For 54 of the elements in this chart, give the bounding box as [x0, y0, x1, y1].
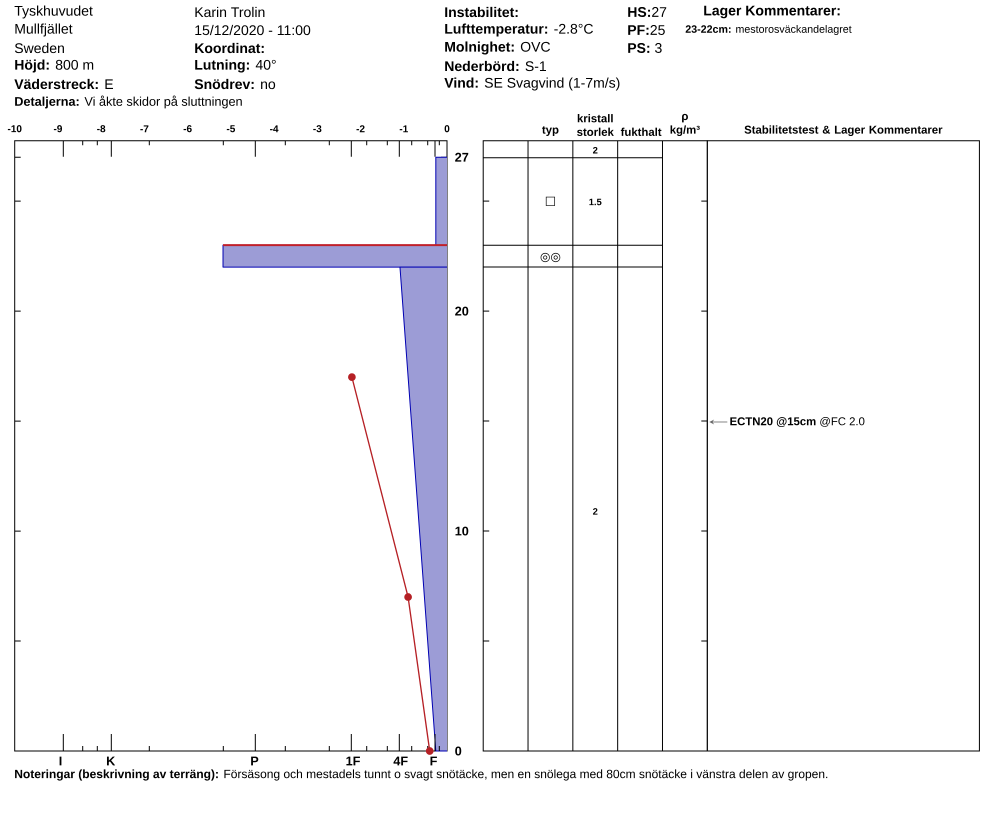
x-tick-label: -10 [8, 125, 22, 132]
category-label: kristall storlek [577, 114, 614, 136]
text: Lager Kommentarer: [704, 6, 840, 18]
text: 23-22cm: mestorosväckandelagret [686, 25, 852, 35]
text: PF:25 [628, 25, 665, 35]
x-tick-label: 0 [444, 125, 450, 132]
text: ◎◎ [540, 252, 560, 262]
category-label: fukthalt [620, 128, 662, 136]
text: Karin Trolin [195, 6, 264, 18]
category-label: typ [542, 126, 558, 136]
x-tick-label: -1 [400, 125, 408, 132]
text: 2 [592, 146, 598, 154]
text: 1.5 [589, 198, 602, 206]
x-tick-label: -7 [140, 125, 148, 132]
x-tick-label: -2 [356, 125, 365, 132]
text: 4F [394, 756, 408, 766]
text: Molnighet: OVC [445, 41, 550, 55]
y-tick-label: 10 [456, 526, 468, 536]
text: Lufttemperatur: -2.8°C [445, 23, 593, 37]
text: ECTN20 @15cm @FC 2.0 [730, 416, 864, 428]
text: Nederbörd: S-1 [445, 60, 546, 72]
y-tick-label: 27 [455, 152, 468, 162]
text: Sweden [14, 42, 64, 54]
text: 15/12/2020 - 11:00 [195, 24, 310, 36]
text: 2 [592, 508, 598, 515]
text: Koordinat: [195, 42, 264, 54]
text: F [430, 756, 437, 766]
text: Väderstreck: E [14, 78, 114, 90]
text: Detaljerna: Vi åkte skidor på sluttningen [15, 96, 242, 108]
x-tick-label: -8 [97, 125, 106, 132]
x-tick-label: -3 [313, 125, 322, 132]
text: Vind: SE Svagvind (1-7m/s) [444, 77, 620, 91]
text: Lutning: 40° [195, 59, 276, 73]
text: □ [546, 196, 556, 206]
y-tick-label: 0 [455, 746, 462, 756]
text: K [106, 756, 116, 766]
text: Noteringar (beskrivning av terräng): Försäsong och mestadels tunnt o svagt snötäcke, men en snölega med 80cm snötäcke i vänstra delen av gropen. [15, 769, 828, 781]
y-tick-label: 20 [455, 306, 468, 316]
text: I [60, 756, 62, 766]
text: Instabilitet: [445, 6, 518, 18]
x-tick-label: -5 [226, 125, 236, 132]
text: Höjd: 800 m [15, 59, 94, 73]
x-tick-label: -6 [184, 125, 192, 132]
x-tick-label: -4 [270, 125, 278, 132]
category-label: Stabilitetstest & Lager Kommentarer [744, 125, 942, 136]
text: Tyskhuvudet [14, 5, 93, 19]
text: 1F [346, 756, 360, 766]
text: HS:27 [628, 7, 666, 17]
text: Snödrev: no [194, 78, 276, 90]
text: PS: 3 [628, 43, 662, 53]
text: P [251, 756, 258, 766]
category-label: ρ kg/m³ [670, 114, 700, 136]
x-tick-label: -9 [54, 125, 62, 132]
text: Mullfjället [15, 23, 73, 37]
